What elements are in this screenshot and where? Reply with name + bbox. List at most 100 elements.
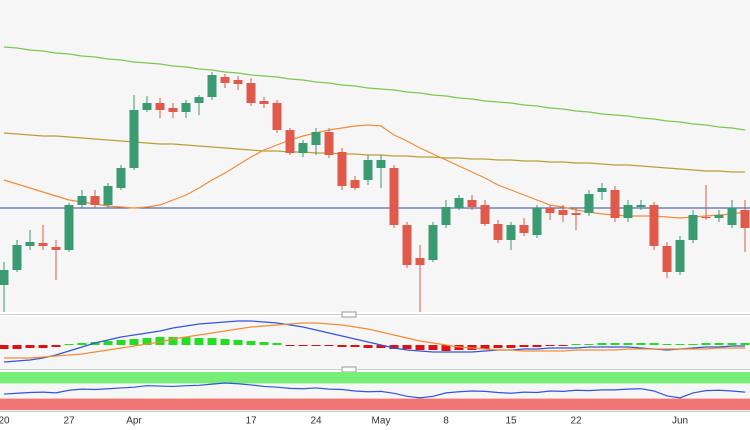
candle-body <box>129 110 139 168</box>
candle-body <box>610 190 620 218</box>
histogram-bar <box>337 345 347 347</box>
candle-body <box>233 80 243 84</box>
histogram-bar <box>259 342 269 345</box>
candle-body <box>571 213 581 215</box>
candle-body <box>415 258 425 265</box>
histogram-bar <box>571 344 581 345</box>
candle-body <box>675 240 685 272</box>
indicator-line <box>3 132 745 173</box>
histogram-bar <box>116 340 126 345</box>
candle-body <box>116 168 126 188</box>
histogram-bar <box>38 345 48 348</box>
candle-body <box>298 143 308 153</box>
histogram-bar <box>64 344 74 345</box>
candle-body <box>311 132 321 145</box>
histogram-bar <box>688 344 698 345</box>
x-tick-label: 15 <box>505 416 517 427</box>
histogram-bar <box>428 345 438 350</box>
candle-body <box>558 210 568 215</box>
candle-body <box>519 225 529 233</box>
indicator-line <box>3 320 745 363</box>
candle-body <box>727 208 737 225</box>
candle-body <box>428 225 438 260</box>
resize-handle[interactable] <box>341 366 357 373</box>
histogram-bar <box>77 343 87 345</box>
histogram-bar <box>506 345 516 348</box>
candle-body <box>272 103 282 130</box>
band <box>0 372 750 384</box>
candle-body <box>545 208 555 213</box>
candle-body <box>649 205 659 246</box>
resize-handle[interactable] <box>341 311 357 318</box>
histogram-bar <box>324 345 334 346</box>
candle-body <box>168 108 178 112</box>
candle-body <box>285 130 295 153</box>
candle-body <box>467 200 477 207</box>
histogram-bar <box>246 341 256 345</box>
histogram-bar <box>12 345 22 349</box>
candle-body <box>493 224 503 240</box>
histogram-bar <box>155 337 165 345</box>
histogram-bar <box>376 345 386 348</box>
histogram-bar <box>129 339 139 345</box>
x-tick-label: 20 <box>0 416 10 427</box>
histogram-bar <box>649 343 659 345</box>
histogram-bar <box>233 340 243 345</box>
candle-body <box>0 270 9 285</box>
histogram-bar <box>519 345 529 347</box>
candle-body <box>584 194 594 213</box>
histogram-bar <box>311 345 321 346</box>
histogram-bar <box>220 339 230 345</box>
candle-body <box>532 208 542 235</box>
histogram-bar <box>168 337 178 345</box>
histogram-bar <box>194 338 204 345</box>
candle-body <box>376 160 386 168</box>
x-tick-label: 17 <box>245 416 257 427</box>
band <box>0 398 750 410</box>
candle-body <box>259 101 269 104</box>
indicator-line <box>3 124 746 219</box>
histogram-bar <box>207 338 217 345</box>
candle-body <box>246 83 256 103</box>
histogram-bar <box>584 344 594 345</box>
x-tick-label: 27 <box>63 416 75 427</box>
histogram-bar <box>545 345 555 346</box>
histogram-bar <box>103 341 113 345</box>
histogram-bar <box>298 345 308 346</box>
histogram-bar <box>714 343 724 345</box>
histogram-bar <box>623 343 633 345</box>
candle-body <box>740 210 750 228</box>
histogram-bar <box>389 345 399 349</box>
candle-body <box>155 103 165 110</box>
candle-body <box>38 243 48 246</box>
candle-body <box>636 205 646 207</box>
candle-body <box>103 186 113 205</box>
histogram-bar <box>740 343 750 345</box>
candle-body <box>64 205 74 250</box>
histogram-bar <box>532 345 542 347</box>
histogram-bar <box>285 345 295 346</box>
histogram-bar <box>181 337 191 345</box>
x-tick-label: Apr <box>126 416 142 427</box>
candle-body <box>714 215 724 218</box>
x-tick-label: 22 <box>570 416 582 427</box>
candle-body <box>389 168 399 225</box>
main-panel <box>0 0 750 312</box>
histogram-bar <box>441 345 451 351</box>
histogram-bar <box>363 345 373 348</box>
histogram-bar <box>415 345 425 350</box>
histogram-bar <box>142 338 152 345</box>
histogram-bar <box>597 343 607 345</box>
indicator-line <box>3 382 746 399</box>
candle-body <box>77 196 87 205</box>
candle-body <box>220 77 230 83</box>
histogram-bar <box>493 345 503 348</box>
histogram-bar <box>350 345 360 347</box>
x-axis <box>0 412 750 430</box>
histogram-bar <box>272 343 282 345</box>
candle-body <box>506 225 516 240</box>
candle-body <box>597 188 607 192</box>
candle-body <box>337 152 347 186</box>
histogram-bar <box>51 345 61 347</box>
candle-body <box>181 103 191 112</box>
